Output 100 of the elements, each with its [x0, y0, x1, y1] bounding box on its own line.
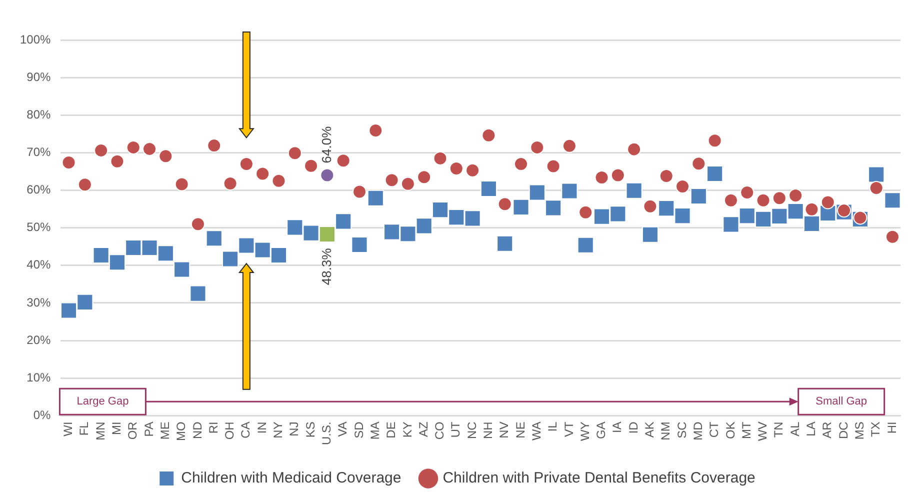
y-tick-label: 100% — [20, 32, 52, 46]
point — [336, 154, 350, 168]
x-tick-label: TN — [772, 422, 786, 438]
point — [288, 146, 302, 160]
point — [335, 213, 352, 230]
point — [270, 246, 288, 264]
point — [368, 124, 383, 138]
point — [320, 168, 334, 182]
point — [174, 177, 189, 192]
x-tick-label: MS — [852, 422, 866, 440]
point — [108, 254, 126, 271]
point — [302, 224, 320, 242]
point — [740, 186, 754, 200]
point — [351, 236, 368, 254]
legend-label: Children with Private Dental Benefits Coverage — [442, 470, 756, 487]
point — [869, 181, 884, 196]
point — [207, 138, 222, 153]
y-tick-label: 80% — [26, 107, 52, 122]
x-tick-label: AK — [642, 422, 657, 438]
point — [367, 190, 384, 206]
x-tick-label: PA — [142, 422, 156, 437]
point — [530, 140, 544, 154]
x-tick-label: MA — [368, 422, 382, 440]
point — [125, 239, 142, 256]
point — [238, 237, 255, 254]
y-tick-label: 40% — [26, 258, 52, 272]
point — [754, 210, 772, 228]
x-tick-label: ID — [626, 421, 640, 434]
point — [141, 239, 158, 256]
point — [432, 202, 449, 218]
point — [190, 285, 206, 302]
point — [594, 170, 609, 184]
annotation: Large Gap — [76, 396, 129, 408]
annotation: Small Gap — [816, 396, 868, 408]
x-tick-label: CO — [432, 422, 447, 440]
x-tick-label: LA — [804, 422, 818, 436]
point — [498, 197, 512, 212]
point — [254, 242, 271, 258]
point — [384, 224, 400, 240]
point — [528, 184, 546, 201]
point — [384, 173, 399, 188]
point — [60, 302, 78, 319]
x-tick-label: NY — [271, 422, 286, 438]
point — [674, 208, 691, 224]
x-tick-label: SD — [352, 421, 366, 438]
point — [126, 140, 140, 154]
x-tick-label: UT — [448, 420, 463, 438]
x-tick-label: MI — [110, 422, 124, 436]
point — [433, 151, 448, 166]
x-tick-label: OH — [222, 422, 237, 440]
y-tick-label: 50% — [26, 220, 52, 234]
point — [480, 180, 497, 198]
point — [223, 176, 238, 191]
point — [803, 215, 820, 232]
x-tick-label: GA — [594, 422, 608, 440]
y-tick-label: 0% — [33, 408, 52, 422]
point — [868, 166, 885, 183]
point — [239, 156, 254, 171]
y-tick-label: 20% — [26, 332, 52, 347]
point — [738, 208, 756, 224]
x-tick-label: FL — [77, 421, 92, 436]
point — [627, 142, 642, 156]
legend-label: Children with Medicaid Coverage — [181, 470, 402, 487]
point — [578, 205, 593, 220]
x-tick-label: ND — [190, 421, 204, 440]
x-tick-label: KY — [400, 422, 414, 438]
x-tick-label: WV — [756, 422, 770, 442]
point — [642, 226, 658, 243]
point — [626, 182, 642, 199]
point — [804, 202, 819, 216]
x-tick-label: IN — [254, 422, 269, 434]
point — [416, 218, 432, 234]
y-tick-label: 70% — [26, 145, 52, 160]
point — [756, 193, 770, 208]
point — [272, 174, 286, 188]
x-tick-label: CT — [707, 420, 722, 438]
point — [190, 217, 205, 232]
x-tick-label: MT — [739, 420, 754, 439]
point — [610, 168, 625, 182]
point — [772, 191, 786, 206]
point — [722, 216, 740, 233]
x-tick-label: DE — [384, 422, 398, 438]
point — [708, 134, 722, 148]
point — [417, 170, 432, 184]
x-tick-label: RI — [206, 422, 220, 434]
point — [142, 142, 157, 156]
x-tick-label: MN — [93, 422, 108, 440]
point — [174, 261, 190, 278]
point — [546, 159, 560, 174]
x-tick-label: IL — [546, 421, 560, 432]
point — [562, 138, 576, 153]
x-tick-label: IA — [610, 422, 624, 434]
point — [659, 168, 674, 183]
x-tick-label: AL — [788, 421, 802, 436]
x-tick-label: NC — [464, 421, 479, 440]
point — [76, 294, 94, 310]
point — [690, 188, 707, 205]
point — [610, 206, 626, 222]
x-tick-label: VT — [562, 421, 576, 438]
x-tick-label: OK — [723, 422, 738, 440]
